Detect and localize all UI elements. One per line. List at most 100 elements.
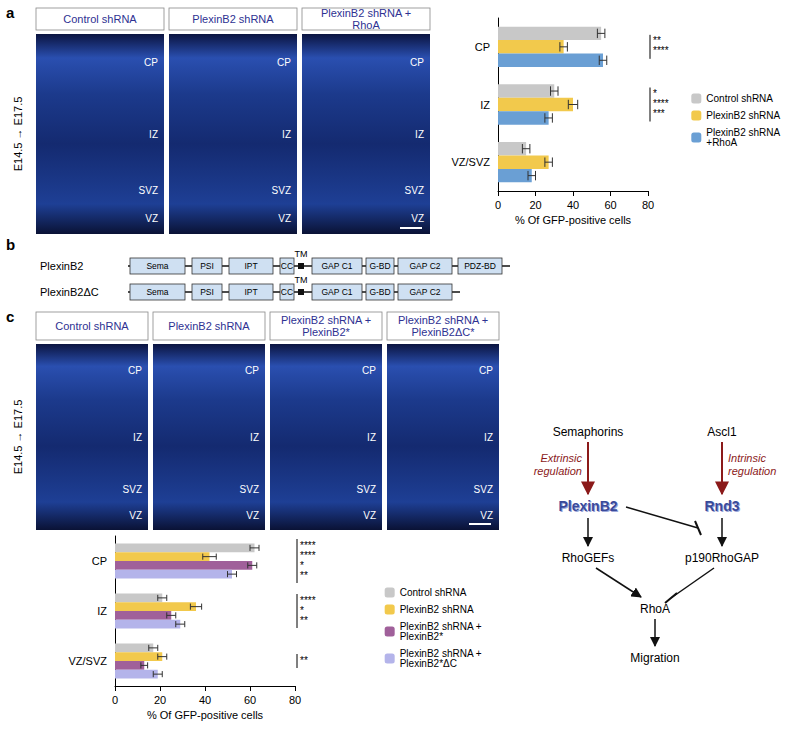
svg-text:VZ/SVZ: VZ/SVZ <box>451 156 490 168</box>
svg-text:PlexinB2: PlexinB2 <box>558 498 617 514</box>
svg-text:Rnd3: Rnd3 <box>706 499 741 515</box>
svg-text:PlexinB2 shRNA: PlexinB2 shRNA <box>706 110 780 121</box>
svg-text:SVZ: SVZ <box>272 185 291 196</box>
svg-text:SVZ: SVZ <box>357 484 376 495</box>
svg-text:VZ: VZ <box>246 510 259 521</box>
svg-text:***: *** <box>653 108 665 119</box>
svg-text:60: 60 <box>604 199 616 211</box>
svg-text:IPT: IPT <box>244 287 257 297</box>
svg-text:PlexinB2 shRNA: PlexinB2 shRNA <box>168 320 250 332</box>
svg-text:VZ: VZ <box>278 213 291 224</box>
svg-text:PSI: PSI <box>200 287 214 297</box>
svg-text:CP: CP <box>479 365 493 376</box>
svg-text:CP: CP <box>475 41 490 53</box>
svg-text:Rnd3: Rnd3 <box>705 498 740 514</box>
svg-text:Migration: Migration <box>630 651 679 665</box>
svg-text:SVZ: SVZ <box>474 484 493 495</box>
svg-text:PlexinB2: PlexinB2 <box>559 499 618 515</box>
svg-text:SVZ: SVZ <box>405 185 424 196</box>
svg-text:PlexinB2*ΔC: PlexinB2*ΔC <box>400 658 457 669</box>
svg-text:Extrinsicregulation: Extrinsicregulation <box>534 452 583 477</box>
svg-text:PlexinB2*: PlexinB2* <box>400 631 443 642</box>
svg-text:PDZ-BD: PDZ-BD <box>464 261 496 271</box>
svg-text:GAP C1: GAP C1 <box>321 287 352 297</box>
svg-text:E14.5 → E17.5: E14.5 → E17.5 <box>12 97 24 172</box>
svg-text:IZ: IZ <box>415 129 424 140</box>
svg-text:SVZ: SVZ <box>240 484 259 495</box>
svg-text:CP: CP <box>92 555 107 567</box>
svg-text:IZ: IZ <box>484 432 493 443</box>
svg-text:IZ: IZ <box>367 432 376 443</box>
svg-text:b: b <box>6 236 15 253</box>
svg-text:VZ: VZ <box>363 510 376 521</box>
svg-text:+RhoA: +RhoA <box>706 137 737 148</box>
svg-text:IZ: IZ <box>250 432 259 443</box>
svg-text:40: 40 <box>199 694 211 706</box>
svg-text:SVZ: SVZ <box>139 185 158 196</box>
svg-text:PSI: PSI <box>200 261 214 271</box>
svg-text:CP: CP <box>245 365 259 376</box>
svg-text:Semaphorins: Semaphorins <box>553 425 624 439</box>
svg-text:Control shRNA: Control shRNA <box>63 13 137 25</box>
svg-text:RhoA: RhoA <box>640 602 670 616</box>
svg-text:PlexinB2 shRNA +PlexinB2*: PlexinB2 shRNA +PlexinB2* <box>281 314 371 338</box>
svg-text:Sema: Sema <box>146 287 168 297</box>
svg-text:PlexinB2 shRNA: PlexinB2 shRNA <box>192 13 274 25</box>
svg-text:IZ: IZ <box>480 99 490 111</box>
svg-text:TM: TM <box>295 249 308 259</box>
svg-text:CP: CP <box>410 57 424 68</box>
svg-text:Control shRNA: Control shRNA <box>400 587 467 598</box>
svg-text:**: ** <box>300 615 308 626</box>
svg-text:****: **** <box>653 45 669 56</box>
svg-text:VZ/SVZ: VZ/SVZ <box>68 655 107 667</box>
svg-text:VZ: VZ <box>411 213 424 224</box>
svg-text:CP: CP <box>144 57 158 68</box>
svg-text:80: 80 <box>642 199 654 211</box>
svg-text:VZ: VZ <box>480 510 493 521</box>
svg-text:60: 60 <box>244 694 256 706</box>
svg-text:Ascl1: Ascl1 <box>707 425 737 439</box>
svg-text:CP: CP <box>128 365 142 376</box>
svg-text:GAP C2: GAP C2 <box>409 261 440 271</box>
svg-text:Control shRNA: Control shRNA <box>706 93 773 104</box>
svg-text:GAP C1: GAP C1 <box>321 261 352 271</box>
svg-text:Intrinsicregulation: Intrinsicregulation <box>728 452 776 477</box>
svg-text:a: a <box>6 4 15 21</box>
svg-text:PlexinB2 shRNA: PlexinB2 shRNA <box>400 604 474 615</box>
svg-text:G-BD: G-BD <box>369 287 390 297</box>
svg-text:PlexinB2 shRNA +RhoA: PlexinB2 shRNA +RhoA <box>321 7 411 31</box>
svg-text:80: 80 <box>289 694 301 706</box>
svg-text:IPT: IPT <box>244 261 257 271</box>
svg-text:CC: CC <box>281 287 293 297</box>
svg-text:PlexinB2 shRNA +PlexinB2ΔC*: PlexinB2 shRNA +PlexinB2ΔC* <box>398 314 488 338</box>
svg-text:IZ: IZ <box>282 129 291 140</box>
svg-text:Sema: Sema <box>146 261 168 271</box>
svg-text:p190RhoGAP: p190RhoGAP <box>685 551 759 565</box>
svg-text:E14.5 → E17.5: E14.5 → E17.5 <box>12 400 24 475</box>
svg-text:GAP C2: GAP C2 <box>409 287 440 297</box>
svg-text:% Of GFP-positive cells: % Of GFP-positive cells <box>515 214 632 226</box>
svg-text:**: ** <box>300 570 308 581</box>
svg-text:IZ: IZ <box>133 432 142 443</box>
svg-text:Control shRNA: Control shRNA <box>55 320 129 332</box>
svg-text:20: 20 <box>529 199 541 211</box>
svg-text:RhoGEFs: RhoGEFs <box>562 551 615 565</box>
svg-text:TM: TM <box>295 275 308 285</box>
svg-text:% Of GFP-positive cells: % Of GFP-positive cells <box>147 709 264 721</box>
svg-text:CP: CP <box>362 365 376 376</box>
svg-text:G-BD: G-BD <box>369 261 390 271</box>
svg-text:IZ: IZ <box>97 605 107 617</box>
svg-text:SVZ: SVZ <box>123 484 142 495</box>
svg-text:40: 40 <box>567 199 579 211</box>
svg-text:c: c <box>6 308 14 325</box>
svg-text:VZ: VZ <box>145 213 158 224</box>
svg-text:20: 20 <box>154 694 166 706</box>
svg-text:PlexinB2ΔC: PlexinB2ΔC <box>40 286 99 298</box>
svg-text:IZ: IZ <box>149 129 158 140</box>
svg-text:CP: CP <box>277 57 291 68</box>
svg-text:VZ: VZ <box>129 510 142 521</box>
svg-text:PlexinB2: PlexinB2 <box>40 260 83 272</box>
svg-text:0: 0 <box>112 694 118 706</box>
svg-text:CC: CC <box>281 261 293 271</box>
svg-text:0: 0 <box>495 199 501 211</box>
